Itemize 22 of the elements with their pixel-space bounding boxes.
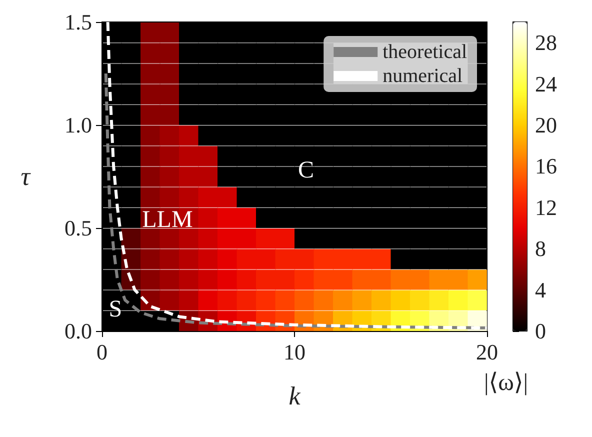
- color-bar-label: 28: [535, 30, 557, 56]
- color-bar-label: 0: [535, 318, 546, 344]
- annotation: LLM: [142, 206, 193, 233]
- x-tick-label: 20: [476, 340, 498, 364]
- x-tick-label: 10: [284, 340, 306, 364]
- color-bar-label: 8: [535, 236, 546, 262]
- y-axis-title: τ: [20, 162, 32, 191]
- color-bar-label: 12: [535, 194, 557, 220]
- legend-label: theoretical: [382, 41, 468, 63]
- y-tick-label: 0.0: [64, 318, 92, 344]
- color-bar-label: 24: [535, 71, 557, 96]
- color-bar-label: 20: [535, 112, 557, 138]
- y-tick-label: 0.5: [64, 216, 92, 240]
- annotation: C: [298, 157, 314, 184]
- x-tick-label: 0: [96, 340, 108, 364]
- color-bar-title: |⟨ω⟩|: [484, 370, 528, 396]
- color-bar-label: 4: [535, 277, 546, 302]
- y-tick-label: 1.0: [64, 112, 92, 138]
- color-bar-label: 16: [535, 154, 557, 179]
- legend-label: numerical: [382, 65, 464, 87]
- x-axis-title: k: [288, 382, 301, 410]
- y-tick-label: 1.5: [64, 10, 92, 34]
